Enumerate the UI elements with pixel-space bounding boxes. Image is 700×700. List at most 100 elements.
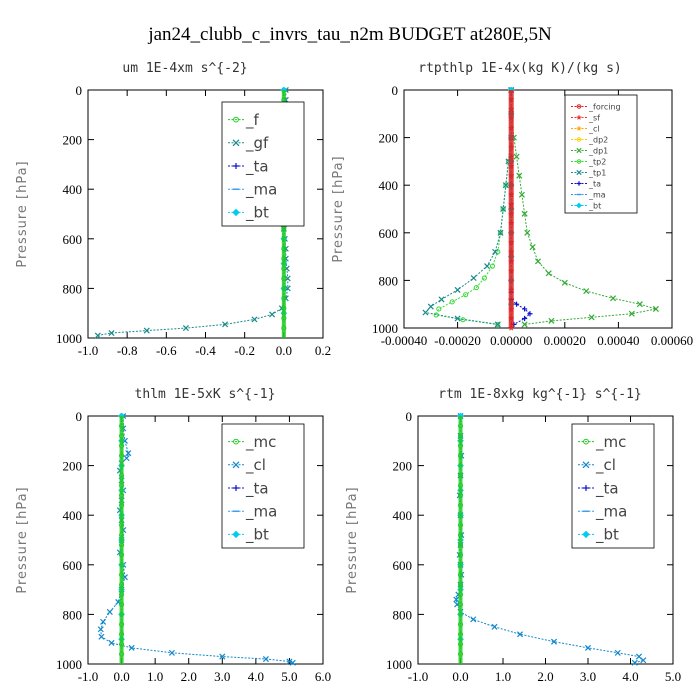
legend-marker: [575, 125, 583, 132]
y-tick-label: 200: [63, 459, 83, 474]
legend-label: _ta: [245, 157, 269, 176]
y-tick-label: 200: [63, 133, 83, 148]
y-tick-label: 1000: [56, 331, 82, 346]
legend-marker: [583, 485, 589, 491]
data-point: [495, 321, 501, 328]
y-tick-label: 0: [406, 409, 413, 424]
data-point: [286, 658, 293, 665]
legend-marker: [576, 181, 582, 186]
x-tick-label: 4.0: [248, 669, 264, 684]
data-point: [123, 455, 130, 462]
data-point: [463, 292, 469, 298]
data-point: [143, 327, 150, 334]
data-point: [269, 311, 276, 318]
x-tick-label: 0.2: [315, 343, 331, 358]
legend-label: _ma: [245, 180, 277, 199]
x-tick-label: 3.0: [580, 669, 596, 684]
data-point: [262, 656, 269, 663]
y-tick-label: 600: [379, 226, 399, 241]
data-point: [125, 450, 132, 457]
x-tick-label: 0.0: [276, 343, 292, 358]
legend-label: _ma: [588, 190, 606, 199]
y-tick-label: 800: [63, 607, 83, 622]
data-point: [522, 315, 528, 322]
x-tick-label: -0.6: [156, 343, 177, 358]
legend-marker: [233, 163, 239, 169]
x-tick-label: 0.0: [113, 669, 129, 684]
legend-marker: [233, 438, 239, 445]
legend-marker: [576, 137, 582, 142]
legend-label: _f: [245, 111, 260, 130]
x-tick-label: 1.0: [147, 669, 163, 684]
y-tick-label: 800: [393, 607, 413, 622]
data-point: [453, 596, 460, 603]
data-point: [284, 275, 291, 282]
series-line: [424, 90, 512, 325]
data-point: [497, 229, 504, 236]
legend-label: _dp1: [588, 146, 608, 155]
legend-marker: [576, 169, 582, 176]
y-tick-label: 600: [393, 558, 413, 573]
data-point: [481, 275, 487, 281]
legend-label: _cl: [245, 456, 266, 475]
x-tick-label: 0.00020: [544, 333, 586, 348]
data-point: [628, 310, 635, 317]
data-point: [489, 263, 496, 269]
y-tick-label: 0: [392, 83, 399, 98]
legend-marker: [576, 104, 582, 109]
x-tick-label: -0.8: [117, 343, 138, 358]
legend-label: _bt: [588, 201, 601, 210]
legend-label: _cl: [588, 124, 600, 133]
y-tick-label: 800: [63, 281, 83, 296]
data-point: [610, 295, 617, 302]
data-point: [550, 638, 558, 645]
legend: _forcing _sf _cl _dp2 _dp1 _tp2 _tp1 _ta _ma _bt: [564, 94, 638, 214]
data-point: [614, 649, 621, 656]
legend-marker: [232, 139, 240, 147]
series-line: [435, 90, 512, 325]
x-tick-label: 5.0: [665, 669, 681, 684]
y-tick-label: 600: [63, 232, 83, 247]
data-point: [521, 210, 528, 217]
data-point: [284, 285, 291, 292]
data-point: [494, 321, 501, 328]
data-point: [561, 279, 568, 286]
legend-label: _ta: [588, 179, 601, 188]
panel-1: um 1E-4xm s^{-2} Pressure [hPa] -1.0 -0.8 -0…: [15, 61, 331, 358]
data-point: [97, 626, 104, 633]
y-axis-label: Pressure [hPa]: [345, 486, 360, 593]
data-point: [534, 258, 542, 265]
data-point: [640, 657, 647, 664]
data-point: [492, 248, 499, 255]
legend-label: _ta: [245, 479, 269, 498]
legend: _mc _cl _ta _ma _bt: [571, 423, 655, 549]
legend-marker: [582, 461, 590, 469]
legend-marker: [583, 438, 589, 445]
legend-marker: [576, 202, 582, 209]
data-point: [94, 332, 101, 339]
data-point: [491, 623, 498, 630]
x-tick-label: -0.2: [234, 343, 255, 358]
data-point: [438, 296, 445, 303]
legend-label: _ta: [595, 479, 619, 498]
data-point: [108, 330, 115, 337]
data-point: [222, 321, 229, 328]
panel-title: um 1E-4xm s^{-2}: [122, 61, 247, 76]
legend-marker: [582, 530, 590, 539]
y-axis-label: Pressure [hPa]: [331, 155, 346, 262]
plot-frame: [87, 415, 324, 665]
data-point: [524, 229, 531, 236]
y-tick-label: 800: [379, 273, 399, 288]
data-point: [427, 303, 434, 310]
legend-label: _mc: [245, 433, 276, 452]
legend-label: _ma: [245, 502, 277, 521]
x-tick-label: -0.00020: [434, 333, 481, 348]
legend-box: [564, 94, 638, 214]
legend-label: _forcing: [588, 102, 621, 111]
data-point: [484, 263, 491, 270]
data-point: [513, 301, 520, 307]
legend-marker: [233, 116, 239, 123]
data-point: [182, 325, 189, 332]
legend-marker: [576, 147, 582, 154]
legend: _mc _cl _ta _ma _bt: [221, 423, 305, 549]
